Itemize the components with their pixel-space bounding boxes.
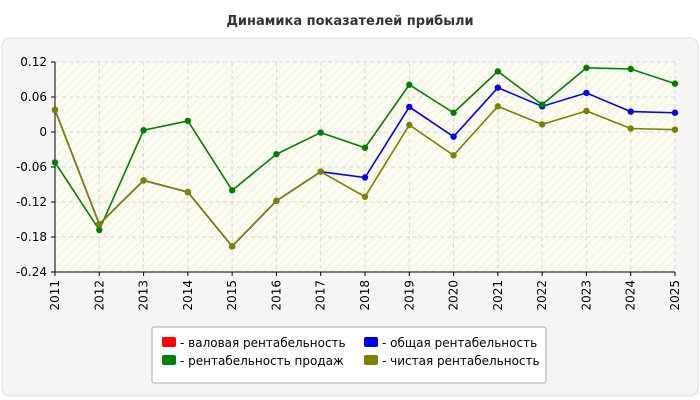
legend-label: - валовая рентабельность: [180, 336, 346, 350]
legend-swatch: [364, 337, 378, 347]
x-tick-label: 2021: [491, 280, 505, 311]
data-point: [317, 129, 324, 136]
data-point: [140, 127, 147, 134]
legend-swatch: [364, 355, 378, 365]
data-point: [406, 121, 413, 129]
data-point: [494, 68, 502, 75]
data-point: [140, 177, 147, 184]
y-tick-label: 0: [39, 125, 47, 139]
data-point: [450, 109, 457, 116]
legend-label: - рентабельность продаж: [180, 354, 344, 368]
y-tick-label: -0.12: [16, 195, 47, 209]
x-tick-label: 2012: [92, 280, 106, 311]
data-point: [583, 107, 590, 115]
data-point: [228, 243, 236, 250]
data-point: [96, 226, 103, 234]
data-point: [538, 121, 546, 128]
x-tick-label: 2019: [402, 280, 416, 311]
gridlines: [54, 61, 676, 273]
data-point: [361, 193, 369, 200]
legend: - валовая рентабельность - общая рентабел…: [151, 326, 547, 384]
x-tick-label: 2022: [535, 280, 549, 311]
data-point: [184, 117, 192, 125]
x-tick-label: 2018: [358, 280, 372, 311]
data-point: [538, 101, 546, 108]
data-point: [406, 103, 413, 111]
data-point: [494, 103, 502, 110]
y-tick-label: -0.06: [16, 160, 47, 174]
x-tick-label: 2011: [48, 280, 62, 311]
legend-swatch: [162, 337, 176, 347]
data-point: [361, 144, 369, 151]
legend-box: [151, 326, 547, 384]
y-tick-label: 0.06: [20, 90, 47, 104]
data-point: [627, 108, 634, 115]
data-point: [627, 65, 634, 73]
data-point: [671, 109, 679, 116]
legend-label: - чистая рентабельность: [382, 354, 540, 368]
data-point: [583, 64, 590, 72]
y-tick-label: -0.24: [16, 265, 47, 279]
data-point: [51, 106, 59, 114]
x-tick-label: 2023: [579, 280, 593, 311]
data-point: [450, 152, 457, 159]
data-point: [273, 197, 280, 205]
x-tick-label: 2024: [624, 280, 638, 311]
data-point: [671, 126, 679, 133]
chart-title: Динамика показателей прибыли: [226, 14, 473, 29]
data-point: [583, 89, 590, 97]
x-tick-label: 2020: [447, 280, 461, 311]
legend-swatch: [162, 355, 176, 365]
x-axis-ticks: 2011 2012 2013 2014 2015 2016 2017 2018 2019 2020…: [48, 272, 682, 311]
series-group: [51, 64, 679, 250]
x-tick-label: 2015: [225, 280, 239, 311]
x-tick-label: 2014: [181, 280, 195, 311]
data-point: [406, 81, 413, 88]
data-point: [450, 133, 457, 140]
data-point: [494, 84, 502, 91]
data-point: [361, 174, 369, 181]
data-point: [51, 159, 59, 166]
data-point: [184, 188, 192, 196]
data-point: [228, 187, 236, 194]
y-tick-label: 0.12: [20, 55, 47, 69]
y-axis-ticks: 0.12 0.06 0 -0.06 -0.12 -0.18 -0.24: [16, 55, 55, 279]
x-tick-label: 2013: [137, 280, 151, 311]
data-point: [273, 150, 280, 158]
data-point: [671, 80, 679, 87]
x-tick-label: 2025: [668, 280, 682, 311]
data-point: [317, 168, 324, 175]
legend-label: - общая рентабельность: [382, 336, 537, 350]
data-point: [627, 125, 634, 132]
x-tick-label: 2017: [314, 280, 328, 311]
y-tick-label: -0.18: [16, 230, 47, 244]
x-tick-label: 2016: [269, 280, 283, 311]
data-point: [96, 220, 103, 228]
